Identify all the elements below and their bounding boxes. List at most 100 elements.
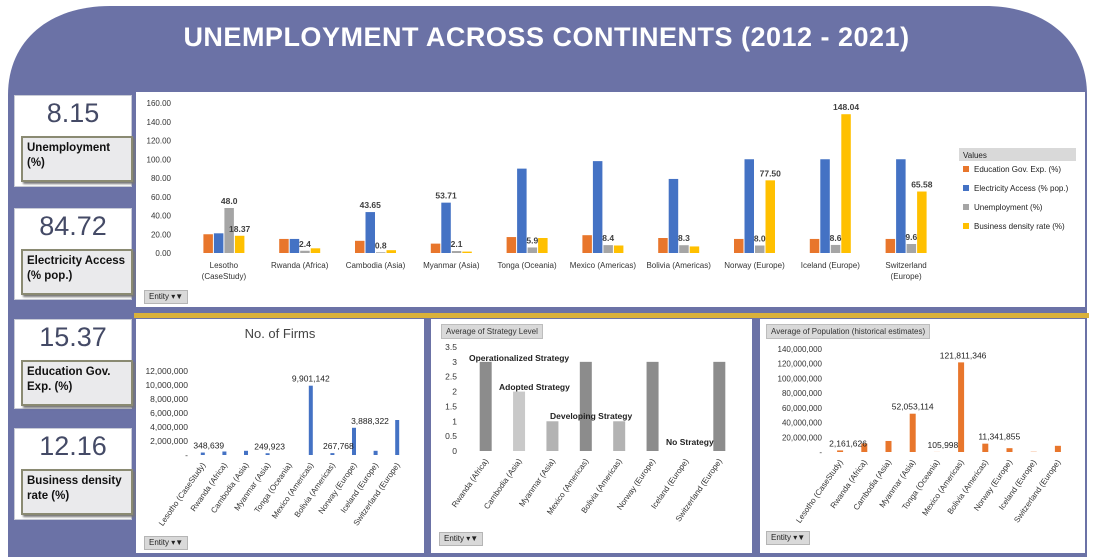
bar-electricity [517,169,527,253]
y-tick-label: 40,000,000 [782,419,823,428]
strategy-annotation: No Strategy [666,437,714,447]
data-label: 267,768 [323,441,354,451]
bar-business [766,180,776,253]
bar-education [355,241,365,253]
bar [982,444,988,452]
y-tick-label: 6,000,000 [150,408,188,418]
bar-unemployment [755,246,765,254]
bar-electricity [290,239,300,253]
x-tick-label: Mexico (Americas) [570,261,637,270]
section-divider [134,313,1089,318]
entity-filter-button[interactable]: Entity ▾▼ [439,532,483,546]
data-label: 9.6 [905,232,917,242]
y-tick-label: 80.00 [151,174,172,183]
data-label: 52,053,114 [892,402,934,412]
y-tick-label: 0.00 [155,249,171,258]
y-tick-label: 80,000,000 [782,389,823,398]
bar [1055,446,1061,452]
bar [546,421,558,451]
y-tick-label: 60.00 [151,193,172,202]
x-tick-label: Tonga (Oceania) [498,261,557,270]
bar-electricity [669,179,679,253]
bar [266,453,270,455]
bar-education [431,244,441,253]
bar-business [387,250,397,253]
entity-filter-button[interactable]: Entity ▾▼ [766,531,810,545]
bar-business [690,246,700,253]
bar-electricity [820,159,830,253]
dashboard-title: UNEMPLOYMENT ACROSS CONTINENTS (2012 - 2… [0,22,1093,53]
kpi-label: Education Gov. Exp. (%) [21,360,133,406]
population-chart-title: Average of Population (historical estima… [766,324,930,339]
data-label: 2.1 [451,239,463,249]
entity-filter-button[interactable]: Entity ▾▼ [144,536,188,550]
firms-chart-title: No. of Firms [245,326,316,341]
bar-business [311,248,321,253]
data-label: 348,639 [193,441,224,451]
kpi-label: Unemployment (%) [21,136,133,182]
y-tick-label: - [819,448,822,457]
bar [374,451,378,455]
strategy-annotation: Developing Strategy [550,411,632,421]
kpi-label: Electricity Access (% pop.) [21,249,133,295]
filter-icon: ▾▼ [793,533,805,542]
bar-unemployment [679,245,689,253]
y-tick-label: 3.5 [445,342,457,352]
x-tick-label: Switzerland (Europe) [1012,458,1062,525]
data-label: 11,341,855 [978,432,1020,442]
kpi-card-education: 15.37 Education Gov. Exp. (%) [14,319,132,409]
bar-electricity [745,159,755,253]
y-tick-label: 140,000,000 [778,345,823,354]
x-tick-label: (Europe) [891,272,922,281]
data-label: 77.50 [760,168,782,178]
bar-education [582,235,592,253]
y-tick-label: 0.5 [445,431,457,441]
legend-swatch [963,223,969,229]
x-tick-label: Switzerland [885,261,926,270]
y-tick-label: 2.5 [445,372,457,382]
bar-unemployment [452,251,462,253]
kpi-value: 12.16 [15,431,131,462]
bar-unemployment [831,245,841,253]
y-tick-label: 20.00 [151,230,172,239]
data-label: 3,888,322 [351,416,389,426]
legend-swatch [963,166,969,172]
filter-label: Entity [444,534,464,543]
bar [647,362,659,451]
bar-education [203,234,213,253]
data-label: 5.9 [526,235,538,245]
legend-title: Values [963,151,987,160]
strategy-annotation: Adopted Strategy [499,382,570,392]
filter-icon: ▾▼ [466,534,478,543]
bar [201,453,205,455]
bar-electricity [896,159,906,253]
bar-electricity [441,203,451,253]
strategy-annotation: Operationalized Strategy [469,353,569,363]
bar [244,451,248,455]
kpi-card-electricity: 84.72 Electricity Access (% pop.) [14,208,132,300]
data-label: 8.3 [678,233,690,243]
bar [580,362,592,451]
y-tick-label: 1 [452,416,457,426]
data-label: 105,998 [928,440,959,450]
y-tick-label: 40.00 [151,212,172,221]
x-tick-label: Myanmar (Asia) [423,261,480,270]
bar-education [734,239,744,253]
data-label: 8.6 [830,233,842,243]
bar-business [235,236,245,253]
y-tick-label: 140.00 [147,118,172,127]
bar [713,362,725,451]
entity-filter-button[interactable]: Entity ▾▼ [144,290,188,304]
bar [480,362,492,451]
kpi-label: Business density rate (%) [21,469,133,515]
data-label: 65.58 [911,180,933,190]
main-bar-chart: 0.0020.0040.0060.0080.00100.00120.00140.… [136,92,1085,307]
bar-business [538,238,548,253]
y-tick-label: - [185,450,188,460]
y-tick-label: 100.00 [147,155,172,164]
bar [886,441,892,452]
